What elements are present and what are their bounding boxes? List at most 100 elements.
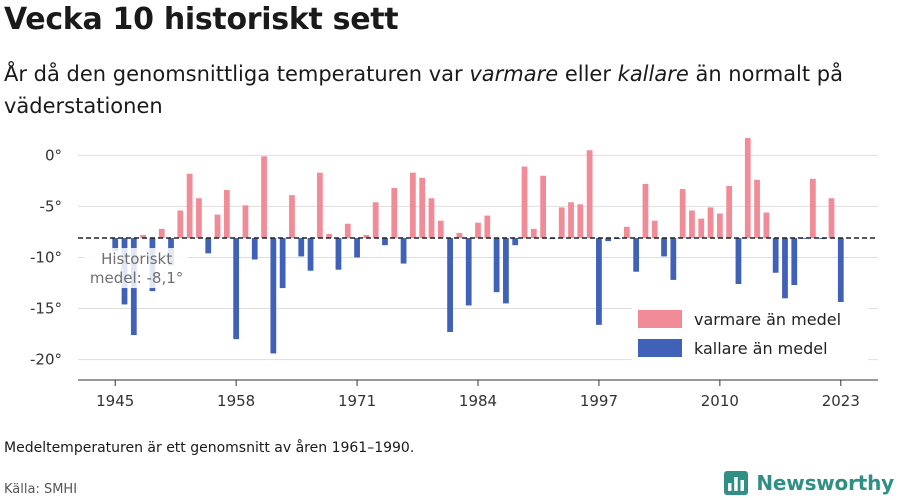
bar-colder xyxy=(800,238,807,239)
newsworthy-logo-icon xyxy=(724,471,749,495)
bars xyxy=(112,137,844,354)
x-tick-label: 1997 xyxy=(580,392,618,410)
bar-warmer xyxy=(754,179,760,239)
x-tick-label: 1971 xyxy=(338,392,376,410)
bar-colder xyxy=(298,238,305,257)
bar-warmer xyxy=(744,137,751,239)
bar-warmer xyxy=(158,228,165,239)
bar-warmer xyxy=(568,202,574,239)
bar-warmer xyxy=(586,150,593,239)
bar-warmer xyxy=(223,190,230,239)
bar-colder xyxy=(251,238,258,260)
subtitle-part-2: eller xyxy=(558,62,618,86)
bar-colder xyxy=(112,238,119,252)
x-tick-label: 2023 xyxy=(822,392,860,410)
bar-warmer xyxy=(623,226,630,239)
legend-label-warmer: varmare än medel xyxy=(694,310,841,329)
baseline-label: Historiskt medel: -8,1° xyxy=(84,248,189,289)
bar-warmer xyxy=(475,222,481,239)
bar-warmer xyxy=(410,172,416,239)
chart-subtitle: År då den genomsnittliga temperaturen va… xyxy=(4,58,864,122)
bar-warmer xyxy=(707,207,714,239)
bar-warmer xyxy=(214,214,221,239)
bar-warmer xyxy=(642,183,649,239)
bar-warmer xyxy=(716,213,723,239)
y-tick-label: -15° xyxy=(30,300,62,318)
y-tick-label: -10° xyxy=(30,248,62,266)
legend-swatch-colder xyxy=(638,339,682,357)
bar-colder xyxy=(633,238,640,272)
y-tick-label: 0° xyxy=(45,146,62,164)
subtitle-part-1: År då den genomsnittliga temperaturen va… xyxy=(4,62,470,86)
bar-warmer xyxy=(419,177,426,239)
bar-colder xyxy=(270,238,277,354)
bar-warmer xyxy=(372,202,379,239)
y-tick-label: -20° xyxy=(30,351,62,369)
bar-colder xyxy=(279,238,286,289)
bar-warmer xyxy=(577,204,584,239)
bar-colder xyxy=(791,238,798,286)
subtitle-part-3: än normalt på väderstationen xyxy=(4,62,843,118)
bar-colder xyxy=(837,238,844,307)
bar-warmer xyxy=(344,223,351,239)
y-tick-label: -5° xyxy=(40,197,62,215)
baseline-label-line-2: medel: -8,1° xyxy=(90,269,183,287)
bar-colder xyxy=(335,238,342,270)
bar-colder xyxy=(596,238,602,325)
bar-warmer xyxy=(391,188,398,239)
subtitle-colder: kallare xyxy=(617,62,689,86)
baseline-label-line-1: Historiskt xyxy=(101,250,172,268)
bar-warmer xyxy=(558,207,565,239)
bar-warmer xyxy=(456,232,463,239)
footnote: Medeltemperaturen är ett genomsnitt av å… xyxy=(4,440,415,456)
bar-colder xyxy=(512,238,519,246)
x-tick-label: 1945 xyxy=(96,392,134,410)
bar-warmer xyxy=(326,233,333,239)
bar-warmer xyxy=(679,189,686,239)
bar-colder xyxy=(735,238,742,284)
bar-colder xyxy=(605,238,612,242)
brand-name: Newsworthy xyxy=(756,471,894,495)
bar-warmer xyxy=(437,220,444,239)
bar-warmer xyxy=(242,205,249,239)
bar-colder xyxy=(400,238,407,264)
bar-warmer xyxy=(140,234,146,239)
legend-label-colder: kallare än medel xyxy=(694,339,828,358)
bar-colder xyxy=(503,238,509,304)
chart-title: Vecka 10 historiskt sett xyxy=(4,2,399,37)
bar-warmer xyxy=(651,220,658,239)
bar-warmer xyxy=(810,178,816,239)
bar-warmer xyxy=(363,234,370,239)
bar-colder xyxy=(307,238,314,271)
bar-colder xyxy=(447,238,453,332)
bar-colder xyxy=(772,238,779,273)
x-axis: 1945 1958 1971 1984 1997 2010 2023 xyxy=(78,379,878,410)
bar-warmer xyxy=(698,218,705,239)
bar-warmer xyxy=(726,185,733,239)
bar-colder xyxy=(661,238,667,257)
bar-warmer xyxy=(196,198,202,239)
brand: Newsworthy xyxy=(724,470,894,496)
x-tick-label: 1958 xyxy=(217,392,255,410)
x-tick-label: 2010 xyxy=(701,392,739,410)
bar-warmer xyxy=(261,156,267,239)
bar-warmer xyxy=(316,172,323,239)
bar-colder xyxy=(205,238,212,254)
bar-warmer xyxy=(828,198,835,239)
source: Källa: SMHI xyxy=(4,482,78,497)
bar-warmer xyxy=(521,166,528,239)
bar-colder xyxy=(670,238,677,280)
bar-colder xyxy=(354,238,360,258)
bar-warmer xyxy=(428,198,435,239)
y-axis: 0° -5° -10° -15° -20° xyxy=(30,146,62,368)
bar-colder xyxy=(465,238,472,306)
x-tick-label: 1984 xyxy=(459,392,497,410)
legend: varmare än medel kallare än medel xyxy=(632,302,868,364)
subtitle-warmer: varmare xyxy=(469,62,559,86)
bar-colder xyxy=(382,238,388,246)
bar-warmer xyxy=(186,173,193,239)
bar-warmer xyxy=(177,210,184,239)
bar-warmer xyxy=(289,195,295,239)
bar-colder xyxy=(233,238,240,340)
